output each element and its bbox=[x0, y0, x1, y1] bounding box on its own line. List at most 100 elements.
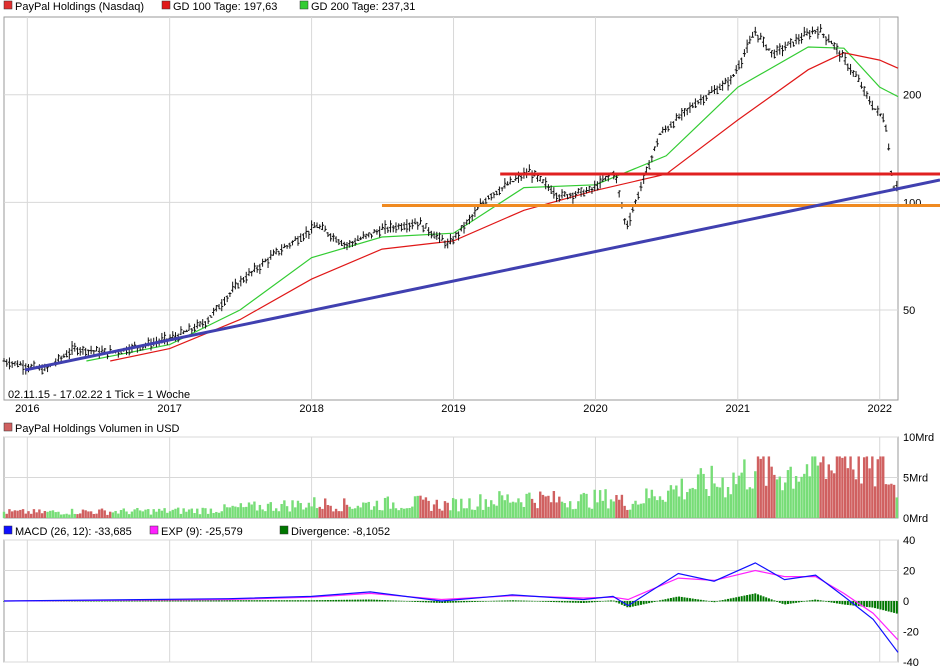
volume-bar bbox=[130, 511, 134, 518]
divergence-bar bbox=[580, 601, 583, 603]
volume-bar bbox=[819, 462, 822, 518]
volume-bar bbox=[114, 510, 117, 518]
divergence-bar bbox=[155, 600, 158, 602]
divergence-bar bbox=[120, 600, 123, 602]
volume-bar bbox=[190, 508, 194, 518]
volume-bar bbox=[375, 500, 379, 518]
divergence-bar bbox=[310, 600, 313, 602]
volume-bar bbox=[84, 510, 87, 518]
divergence-bar bbox=[691, 598, 694, 602]
volume-bar bbox=[19, 509, 22, 518]
divergence-bar bbox=[846, 601, 849, 605]
volume-bar bbox=[302, 509, 305, 518]
divergence-bar bbox=[424, 601, 427, 603]
volume-bar bbox=[258, 504, 262, 518]
divergence-bar bbox=[81, 600, 84, 602]
volume-bar bbox=[604, 489, 607, 518]
divergence-bar bbox=[87, 600, 90, 602]
divergence-bar bbox=[520, 600, 523, 602]
divergence-bar bbox=[204, 600, 207, 602]
divergence-bar bbox=[835, 601, 838, 604]
divergence-bar bbox=[653, 601, 656, 602]
divergence-bar bbox=[808, 600, 811, 602]
volume-bar bbox=[239, 503, 243, 518]
divergence-bar bbox=[106, 600, 109, 602]
divergence-bar bbox=[149, 600, 152, 602]
volume-bar bbox=[220, 511, 223, 518]
divergence-bar bbox=[288, 600, 291, 602]
price-legend-label: GD 100 Tage: 197,63 bbox=[173, 1, 277, 13]
divergence-bar bbox=[533, 600, 536, 602]
volume-bar bbox=[745, 489, 749, 518]
volume-bar bbox=[686, 492, 689, 518]
divergence-bar bbox=[247, 600, 250, 602]
divergence-bar bbox=[220, 600, 223, 602]
divergence-bar bbox=[708, 601, 711, 602]
price-legend-label: GD 200 Tage: 237,31 bbox=[311, 1, 415, 13]
volume-bar bbox=[307, 502, 311, 518]
divergence-bar bbox=[313, 600, 316, 602]
divergence-bar bbox=[207, 600, 210, 602]
volume-bar bbox=[370, 509, 373, 518]
volume-bar bbox=[294, 507, 297, 518]
volume-bar bbox=[841, 457, 844, 518]
divergence-bar bbox=[528, 600, 531, 602]
volume-bar bbox=[16, 510, 19, 518]
divergence-bar bbox=[237, 600, 240, 602]
volume-bar bbox=[24, 513, 27, 518]
volume-bar bbox=[89, 511, 93, 518]
divergence-bar bbox=[386, 600, 389, 602]
divergence-bar bbox=[590, 601, 593, 603]
volume-bar bbox=[563, 503, 566, 518]
divergence-bar bbox=[234, 600, 237, 602]
volume-bar bbox=[566, 507, 569, 518]
volume-bar bbox=[51, 510, 55, 518]
trend-line bbox=[24, 178, 940, 372]
divergence-bar bbox=[512, 600, 515, 602]
volume-bar bbox=[32, 509, 36, 518]
divergence-bar bbox=[190, 600, 193, 602]
divergence-bar bbox=[457, 601, 460, 603]
divergence-bar bbox=[827, 601, 830, 603]
volume-bar bbox=[555, 502, 558, 518]
divergence-bar bbox=[558, 601, 561, 603]
divergence-bar bbox=[201, 600, 204, 602]
volume-bar bbox=[773, 474, 776, 518]
divergence-bar bbox=[147, 600, 150, 602]
divergence-bar bbox=[114, 600, 117, 602]
divergence-bar bbox=[868, 601, 871, 608]
divergence-bar bbox=[648, 601, 651, 604]
volume-bar bbox=[79, 513, 82, 518]
volume-bar bbox=[201, 507, 204, 518]
volume-bar bbox=[386, 496, 390, 518]
volume-bar bbox=[231, 505, 234, 518]
divergence-bar bbox=[267, 600, 270, 602]
volume-bar bbox=[187, 509, 191, 518]
volume-bar bbox=[54, 512, 57, 518]
divergence-bar bbox=[419, 601, 422, 603]
volume-bar bbox=[315, 508, 319, 518]
volume-bar bbox=[228, 507, 232, 518]
volume-bar bbox=[588, 507, 591, 518]
divergence-bar bbox=[680, 596, 683, 602]
divergence-bar bbox=[626, 601, 629, 608]
volume-bar bbox=[843, 456, 847, 518]
price-legend-swatch bbox=[161, 0, 171, 10]
divergence-bar bbox=[256, 600, 259, 602]
y-tick-label: 100 bbox=[903, 197, 921, 209]
divergence-bar bbox=[541, 601, 544, 602]
divergence-bar bbox=[484, 601, 487, 602]
divergence-bar bbox=[427, 601, 430, 603]
divergence-bar bbox=[95, 600, 98, 602]
volume-bar bbox=[699, 468, 703, 518]
macd-y-tick-label: 0 bbox=[903, 596, 909, 608]
volume-bar bbox=[394, 508, 398, 518]
volume-bar bbox=[299, 503, 302, 518]
divergence-bar bbox=[645, 601, 648, 604]
volume-bar bbox=[737, 475, 741, 518]
volume-bar bbox=[68, 514, 71, 518]
volume-bar bbox=[754, 471, 757, 518]
divergence-bar bbox=[492, 600, 495, 602]
divergence-bar bbox=[639, 601, 642, 605]
